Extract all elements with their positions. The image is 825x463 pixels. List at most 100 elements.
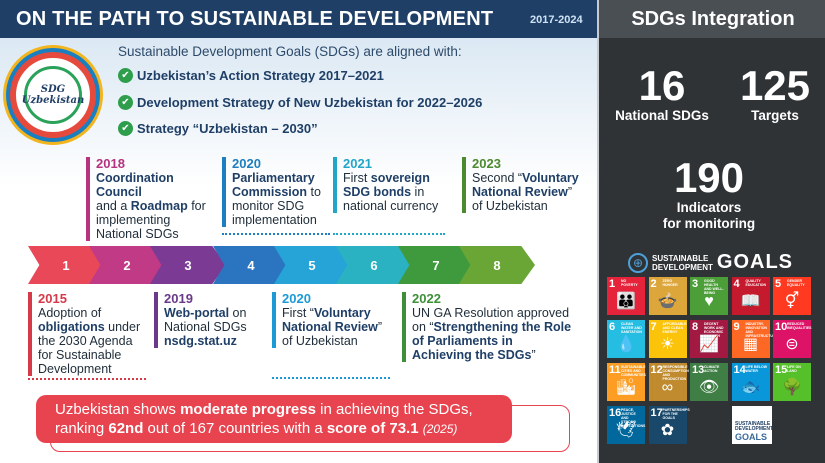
goal-label: NO POVERTY <box>621 279 638 287</box>
goal-label: LIFE BELOW WATER <box>745 365 768 373</box>
goal-label: INDUSTRY, INNOVATION AND INFRASTRUCTURE <box>745 322 778 338</box>
event-2018: 2018 Coordination Council and a Roadmap … <box>86 157 218 241</box>
event-text: Adoption of <box>38 306 102 320</box>
sdg-goal-tile: 6 CLEAN WATER AND SANITATION 💧 <box>607 320 645 358</box>
event-2020-vnr: 2020 First “Voluntary National Review” o… <box>272 292 390 348</box>
goal-icon: 💧 <box>616 336 636 353</box>
event-2020-parliament: 2020 Parliamentary Commission to monitor… <box>222 157 330 227</box>
event-text: to monitor SDG implementation <box>232 185 321 227</box>
sdg-goal-tile: 13 CLIMATE ACTION 👁 <box>690 363 728 401</box>
event-text: First “ <box>282 306 314 320</box>
sdg-wordmark-goals: GOALS <box>716 251 794 273</box>
goal-number: 17 <box>650 407 663 419</box>
strategy-label: Strategy “Uzbekistan – 2030” <box>137 121 318 136</box>
goal-number: 16 <box>609 407 622 419</box>
sdg-goal-tile: 17 PARTNERSHIPS FOR THE GOALS ✿ <box>648 406 690 444</box>
goal-icon: ⚥ <box>784 293 800 310</box>
stat-label: Targets <box>751 108 799 123</box>
stat-value: 16 <box>638 62 686 109</box>
event-year: 2020 <box>282 291 311 306</box>
goal-icon: 🍲 <box>657 293 678 310</box>
strategy-label: Uzbekistan’s Action Strategy 2017–2021 <box>137 68 384 83</box>
sdg-goal-tile: 3 GOOD HEALTH AND WELL-BEING ♥ <box>690 277 728 315</box>
step-number: 2 <box>123 257 131 273</box>
check-icon: ✔ <box>118 68 133 83</box>
event-2022: 2022 UN GA Resolution approved on “Stren… <box>402 292 572 362</box>
goal-number: 3 <box>692 278 699 290</box>
stat-value: 125 <box>739 62 811 109</box>
sdg-goal-tile: 16 PEACE, JUSTICE AND STRONG INSTITUTIONS… <box>607 406 645 444</box>
step-arrow: 5 <box>274 246 350 284</box>
goal-number: 2 <box>650 278 657 290</box>
event-bold: Coordination Council <box>96 171 174 199</box>
goal-label: REDUCED INEQUALITIES <box>787 322 812 330</box>
step-arrow: 1 <box>28 246 104 284</box>
step-arrow: 4 <box>213 246 289 284</box>
dotted-divider <box>272 377 390 379</box>
tile-logo-goals: GOALS <box>735 432 768 442</box>
goal-number: 7 <box>650 321 657 333</box>
logo-inner: SDG Uzbekistan <box>22 66 84 124</box>
goal-label: CLIMATE ACTION <box>704 365 720 373</box>
event-text: in national currency <box>343 185 439 213</box>
step-arrow: 8 <box>459 246 535 284</box>
strategy-item: ✔ Uzbekistan’s Action Strategy 2017–2021 <box>118 68 384 83</box>
step-number: 6 <box>370 257 378 273</box>
step-arrow: 3 <box>150 246 226 284</box>
banner-text: in achieving the SDGs, ranking <box>55 401 473 437</box>
event-text: Second “ <box>472 171 523 185</box>
dotted-divider <box>333 233 445 235</box>
goal-icon: ∞ <box>661 379 674 396</box>
page-title: ON THE PATH TO SUSTAINABLE DEVELOPMENT <box>16 8 494 30</box>
event-bold: obligations <box>38 320 105 334</box>
goal-icon: ✿ <box>660 422 675 439</box>
goal-label: AFFORDABLE AND CLEAN ENERGY <box>662 322 687 334</box>
goal-label: RESPONSIBLE CONSUMPTION AND PRODUCTION <box>662 365 689 381</box>
sdg-goal-tile: 4 QUALITY EDUCATION 📖 <box>731 277 770 315</box>
goal-icon: ⊜ <box>785 336 799 353</box>
goal-number: 13 <box>692 364 705 376</box>
event-year: 2020 <box>232 156 261 171</box>
goal-label: PARTNERSHIPS FOR THE GOALS <box>662 408 690 420</box>
goal-number: 14 <box>733 364 746 376</box>
tile-logo-line2: DEVELOPMENT <box>735 426 774 432</box>
event-text: under the 2030 Agenda for Sustainable De… <box>38 320 141 376</box>
strategy-label: Development Strategy of New Uzbekistan f… <box>137 95 483 110</box>
banner-bold: score of 73.1 <box>326 420 419 437</box>
goal-label: SUSTAINABLE CITIES AND COMMUNITIES <box>621 365 646 377</box>
sdg-goal-tile: 14 LIFE BELOW WATER 🐟 <box>731 363 770 401</box>
goal-label: GOOD HEALTH AND WELL-BEING <box>704 279 724 295</box>
goal-label: DECENT WORK AND ECONOMIC GROWTH <box>704 322 724 338</box>
step-arrow: 7 <box>398 246 474 284</box>
event-year: 2022 <box>412 291 441 306</box>
logo-text-sdg: SDG <box>40 84 66 95</box>
goal-icon: 📈 <box>699 336 719 353</box>
goal-icon: ▦ <box>742 336 759 353</box>
stat-value: 190 <box>673 154 745 201</box>
stat-national-sdgs: 16 National SDGs <box>607 64 717 124</box>
sdg-goal-tile: 2 ZERO HUNGER 🍲 <box>648 277 687 315</box>
goal-icon: 👪 <box>616 293 636 310</box>
tile-logo-line1: SUSTAINABLE <box>735 421 771 427</box>
sdg-goal-tile: 10 REDUCED INEQUALITIES ⊜ <box>773 320 812 358</box>
goal-label: GENDER EQUALITY <box>787 279 805 287</box>
step-arrow: 2 <box>89 246 165 284</box>
header-bar: ON THE PATH TO SUSTAINABLE DEVELOPMENT 2… <box>0 0 597 38</box>
banner-text: Uzbekistan shows <box>55 401 181 418</box>
goal-label: CLEAN WATER AND SANITATION <box>621 322 642 334</box>
goal-number: 4 <box>733 278 740 290</box>
event-bold: Voluntary National Review <box>472 171 579 199</box>
event-2019: 2019 Web-portal on National SDGs nsdg.st… <box>154 292 266 348</box>
event-text: UN GA Resolution approved on “ <box>412 306 570 334</box>
goal-number: 15 <box>775 364 788 376</box>
event-year: 2018 <box>96 156 125 171</box>
sdg-goal-tile: 7 AFFORDABLE AND CLEAN ENERGY ☀ <box>648 320 687 358</box>
check-icon: ✔ <box>118 95 133 110</box>
stat-indicators: 190 Indicators for monitoring <box>629 156 789 232</box>
dotted-divider <box>222 233 330 235</box>
event-2015: 2015 Adoption of obligations under the 2… <box>28 292 150 376</box>
step-number: 1 <box>62 257 70 273</box>
sdg-goal-tile: 9 INDUSTRY, INNOVATION AND INFRASTRUCTURE… <box>731 320 778 358</box>
goal-icon: 🕊 <box>615 422 637 439</box>
step-number: 4 <box>247 257 255 273</box>
